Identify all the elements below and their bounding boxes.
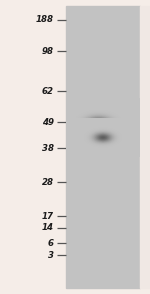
Text: 98: 98 [42, 47, 54, 56]
Text: 28: 28 [42, 178, 54, 187]
Text: 3: 3 [48, 251, 54, 260]
Text: 62: 62 [42, 87, 54, 96]
Text: 14: 14 [42, 223, 54, 232]
Text: 188: 188 [36, 16, 54, 24]
Bar [140, 6, 150, 288]
Bar [66, 6, 140, 288]
Text: 6: 6 [48, 239, 54, 248]
Text: 17: 17 [42, 212, 54, 220]
Text: 38: 38 [42, 144, 54, 153]
Text: 49: 49 [42, 118, 54, 126]
